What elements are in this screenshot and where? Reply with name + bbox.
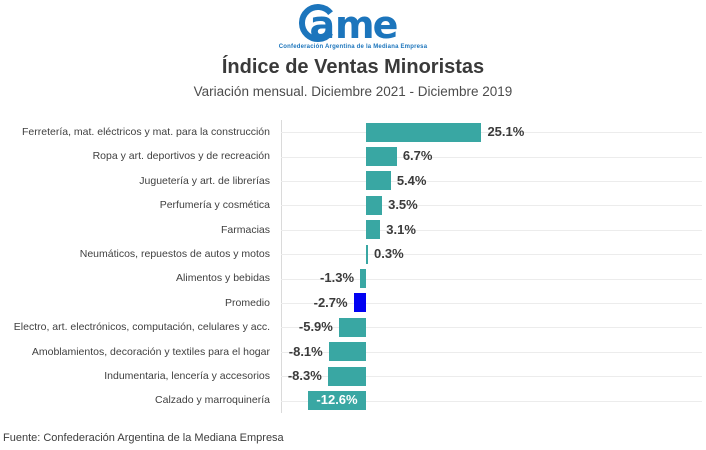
category-label: Neumáticos, repuestos de autos y motos (79, 248, 270, 260)
value-label: -12.6% (316, 392, 358, 408)
logo-letter-a: a (310, 3, 336, 44)
chart-row: Amoblamientos, decoración y textiles par… (0, 340, 706, 364)
gridline (281, 229, 702, 231)
gridline (281, 132, 702, 134)
category-label: Promedio (225, 296, 270, 309)
gridline (281, 302, 702, 304)
bar (366, 195, 383, 215)
chart-row: Alimentos y bebidas -1.3% (0, 266, 706, 290)
gridline (281, 327, 702, 329)
chart-row: Ferretería, mat. eléctricos y mat. para … (0, 120, 706, 144)
bar (308, 391, 366, 411)
category-label: Electro, art. electrónicos, computación,… (13, 321, 270, 334)
value-label: -8.1% (288, 343, 323, 359)
chart-row: Electro, art. electrónicos, computación,… (0, 315, 706, 339)
value-label: -5.9% (298, 319, 333, 335)
value-label: 6.7% (402, 148, 433, 164)
gridline (281, 351, 702, 353)
bar (327, 366, 366, 386)
gridline (281, 400, 702, 402)
gridline (281, 278, 702, 280)
value-label: -1.3% (320, 270, 355, 286)
category-label: Perfumería y cosmética (159, 199, 270, 212)
bar (360, 269, 366, 289)
category-label: Calzado y marroquinería (155, 394, 270, 407)
came-logo-icon: a me (299, 3, 399, 44)
category-axis-line (281, 120, 282, 413)
chart-row: Juguetería y art. de librerías 5.4% (0, 169, 706, 193)
logo-subtext: Confederación Argentina de la Mediana Em… (278, 44, 428, 50)
bar (366, 147, 397, 167)
gridline (281, 156, 702, 158)
gridline (281, 180, 702, 182)
bar (328, 342, 366, 362)
bar (366, 171, 391, 191)
category-label: Ferretería, mat. eléctricos y mat. para … (21, 126, 270, 138)
gridline (281, 376, 702, 378)
value-label: 5.4% (396, 172, 427, 188)
bar (366, 244, 368, 264)
logo-letters-me: me (335, 3, 397, 44)
chart-row: Ropa y art. deportivos y de recreación 6.… (0, 144, 706, 168)
category-label: Alimentos y bebidas (176, 272, 270, 285)
chart-row: Indumentaria, lencería y accesorios -8.3% (0, 364, 706, 388)
chart-subtitle: Variación mensual. Diciembre 2021 - Dici… (193, 84, 513, 99)
bar (353, 293, 366, 313)
value-label: -8.3% (287, 368, 322, 383)
category-label: Indumentaria, lencería y accesorios (104, 370, 270, 382)
gridline (281, 254, 702, 256)
chart-row: Calzado y marroquinería -12.6% (0, 388, 706, 412)
chart-row: Promedio -2.7% (0, 291, 706, 315)
bar (366, 220, 381, 240)
value-label: 3.5% (388, 197, 418, 213)
value-label: 25.1% (487, 124, 525, 139)
came-logo: a me (0, 2, 706, 49)
value-label: 0.3% (374, 246, 404, 261)
chart-row: Neumáticos, repuestos de autos y motos 0.… (0, 242, 706, 266)
chart-title: Índice de Ventas Minoristas (221, 56, 485, 78)
chart-row: Farmacias 3.1% (0, 218, 706, 242)
category-label: Ropa y art. deportivos y de recreación (92, 150, 270, 163)
chart-row: Perfumería y cosmética 3.5% (0, 193, 706, 217)
category-label: Farmacias (220, 223, 270, 236)
value-label: 3.1% (386, 221, 416, 237)
category-label: Amoblamientos, decoración y textiles par… (31, 345, 270, 358)
bar (366, 122, 482, 142)
bar-chart: Ferretería, mat. eléctricos y mat. para … (0, 120, 706, 414)
gridline (281, 205, 702, 207)
category-label: Juguetería y art. de librerías (139, 174, 270, 187)
bar (338, 317, 366, 337)
value-label: -2.7% (313, 294, 348, 310)
source-note: Fuente: Confederación Argentina de la Me… (3, 432, 284, 444)
